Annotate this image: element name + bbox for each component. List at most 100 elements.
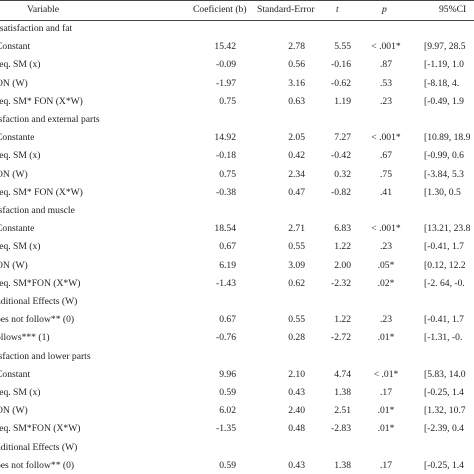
row-p-value: .75 xyxy=(380,168,392,180)
row-p-value: < .01* xyxy=(373,368,399,380)
table-row: ON (W) -1.97 3.16 -0.62 .53 [-8.18, 4. xyxy=(0,72,474,96)
row-coefficient: 0.59 xyxy=(219,459,236,471)
table-row: Constant 9.96 2.10 4.74 < .01* [5.83, 14.0 xyxy=(0,363,474,387)
row-p-value: .23 xyxy=(380,95,392,107)
row-coefficient: -1.35 xyxy=(216,423,236,435)
row-ci: [-0.41, 1.7 xyxy=(424,314,464,326)
header-rule xyxy=(0,20,474,21)
row-t-value: 5.55 xyxy=(334,41,351,53)
row-t-value: -0.16 xyxy=(331,59,351,71)
table-row: ON (W) 6.19 3.09 2.00 .05* [0.12, 12.2 xyxy=(0,254,474,278)
row-ci: [-0.25, 1.4 xyxy=(424,459,464,471)
row-ci: [-0.49, 1.9 xyxy=(424,95,464,107)
row-coefficient: 9.96 xyxy=(219,368,236,380)
table-row: ON (W) 6.02 2.40 2.51 .01* [1.32, 10.7 xyxy=(0,399,474,423)
row-variable: req. SM (x) xyxy=(0,241,41,253)
row-ci: [13.21, 23.8 xyxy=(424,223,471,235)
row-standard-error: 0.28 xyxy=(288,332,305,344)
row-ci: [10.89, 18.9 xyxy=(424,132,471,144)
row-coefficient: 18.54 xyxy=(214,223,236,235)
row-standard-error: 2.40 xyxy=(288,405,305,417)
row-t-value: 1.19 xyxy=(334,95,351,107)
section-label: isfaction and muscle xyxy=(0,205,75,216)
section-row: isfaction and external parts xyxy=(0,108,474,132)
row-coefficient: 14.92 xyxy=(214,132,236,144)
row-coefficient: 0.75 xyxy=(219,168,236,180)
row-coefficient: -1.97 xyxy=(216,77,236,89)
row-standard-error: 3.16 xyxy=(288,77,305,89)
section-row: isfaction and muscle xyxy=(0,199,474,223)
table-row: Constant 15.42 2.78 5.55 < .001* [9.97, 28.5 xyxy=(0,35,474,59)
section-row: nditional Effects (W) xyxy=(0,290,474,314)
row-t-value: 6.83 xyxy=(334,223,351,235)
row-ci: [0.12, 12.2 xyxy=(424,259,466,271)
section-label: ssatisfaction and fat xyxy=(0,23,73,34)
row-ci: [-1.19, 1.0 xyxy=(424,59,464,71)
row-ci: [-2.39, 0.4 xyxy=(424,423,464,435)
row-variable: ON (W) xyxy=(0,168,28,180)
row-variable: ON (W) xyxy=(0,405,28,417)
row-t-value: 4.74 xyxy=(334,368,351,380)
row-t-value: -2.83 xyxy=(331,423,351,435)
row-coefficient: -0.38 xyxy=(216,186,236,198)
table-row: oes not follow** (0) 0.59 0.43 1.38 .17 [-0.2… xyxy=(0,454,474,474)
row-ci: [-3.84, 5.3 xyxy=(424,168,464,180)
section-label: nditional Effects (W) xyxy=(0,296,78,307)
header-variable: Variable xyxy=(27,4,59,15)
row-t-value: -2.32 xyxy=(331,277,351,289)
row-variable: ON (W) xyxy=(0,259,28,271)
row-coefficient: 0.67 xyxy=(219,314,236,326)
row-p-value: .02* xyxy=(377,277,395,289)
row-t-value: 1.38 xyxy=(334,387,351,398)
row-p-value: .87 xyxy=(380,59,392,71)
row-t-value: -2.72 xyxy=(331,332,351,344)
row-standard-error: 2.05 xyxy=(288,132,305,144)
row-standard-error: 0.55 xyxy=(288,314,305,326)
row-variable: ollows*** (1) xyxy=(0,332,50,344)
header-p: p xyxy=(382,4,387,15)
table-row: Constante 18.54 2.71 6.83 < .001* [13.21, 23.… xyxy=(0,217,474,241)
row-coefficient: 0.59 xyxy=(219,387,236,398)
section-row: ssatisfaction and fat xyxy=(0,17,474,41)
row-variable: oes not follow** (0) xyxy=(0,459,75,471)
row-standard-error: 0.42 xyxy=(288,150,305,162)
row-coefficient: -1.43 xyxy=(216,277,236,289)
row-t-value: -0.42 xyxy=(331,150,351,162)
row-standard-error: 0.56 xyxy=(288,59,305,71)
section-label: isfaction and lower parts xyxy=(0,350,91,362)
row-p-value: < .001* xyxy=(371,41,401,53)
section-label: isfaction and external parts xyxy=(0,114,100,125)
row-ci: [1.32, 10.7 xyxy=(424,405,466,417)
table-row: req. SM*FON (X*W) -1.43 0.62 -2.32 .02* [-2. … xyxy=(0,272,474,296)
row-variable: req. SM (x) xyxy=(0,150,41,162)
row-variable: ON (W) xyxy=(0,77,28,89)
header-coefficient: Coeficient (b) xyxy=(193,4,247,15)
row-ci: [9.97, 28.5 xyxy=(424,41,466,53)
row-standard-error: 2.10 xyxy=(288,368,305,380)
row-standard-error: 0.63 xyxy=(288,95,305,107)
row-standard-error: 0.48 xyxy=(288,423,305,435)
row-standard-error: 2.34 xyxy=(288,168,305,180)
section-label: nditional Effects (W) xyxy=(0,441,78,453)
row-standard-error: 3.09 xyxy=(288,259,305,271)
row-p-value: .67 xyxy=(380,150,392,162)
row-ci: [-2. 64, -0. xyxy=(424,277,465,289)
row-coefficient: 0.67 xyxy=(219,241,236,253)
row-variable: oes not follow** (0) xyxy=(0,314,75,326)
section-row: nditional Effects (W) xyxy=(0,436,474,460)
table-row: ollows*** (1) -0.76 0.28 -2.72 .01* [-1.31, -… xyxy=(0,326,474,350)
row-variable: req. SM* FON (X*W) xyxy=(0,186,83,198)
row-coefficient: -0.18 xyxy=(216,150,236,162)
row-variable: req. SM (x) xyxy=(0,387,41,398)
row-p-value: .23 xyxy=(380,314,392,326)
row-ci: [-0.99, 0.6 xyxy=(424,150,464,162)
table-row: req. SM* FON (X*W) 0.75 0.63 1.19 .23 [-0.49,… xyxy=(0,90,474,114)
row-coefficient: 15.42 xyxy=(214,41,236,53)
row-variable: Constante xyxy=(0,223,35,235)
row-coefficient: 6.19 xyxy=(219,259,236,271)
row-p-value: .01* xyxy=(377,405,395,417)
row-coefficient: 6.02 xyxy=(219,405,236,417)
row-p-value: < .001* xyxy=(371,132,401,144)
row-t-value: 2.00 xyxy=(334,259,351,271)
